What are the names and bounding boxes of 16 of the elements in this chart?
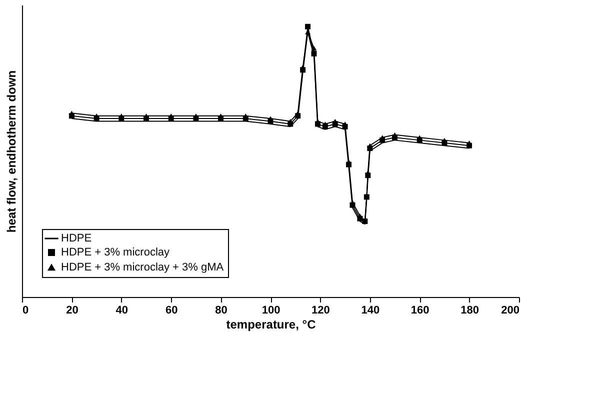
x-tick-label: 80: [215, 304, 228, 316]
legend-label: HDPE: [61, 232, 92, 244]
x-tick-label: 160: [410, 304, 430, 316]
legend-label: HDPE + 3% microclay + 3% gMA: [61, 262, 224, 274]
x-tick-label: 100: [262, 304, 280, 316]
y-axis-title: heat flow, endhotherm down: [4, 70, 18, 233]
legend-label: HDPE + 3% microclay: [61, 246, 170, 258]
x-axis-title: temperature, °C: [226, 318, 316, 332]
x-tick-label: 0: [22, 304, 29, 316]
x-tick-label: 60: [165, 304, 178, 316]
x-tick-label: 180: [460, 304, 479, 316]
x-tick-label: 40: [116, 304, 128, 316]
x-tick-label: 200: [501, 304, 520, 316]
x-tick-label: 20: [66, 304, 78, 316]
x-tick-label: 140: [361, 304, 380, 316]
x-tick-label: 120: [312, 304, 330, 316]
